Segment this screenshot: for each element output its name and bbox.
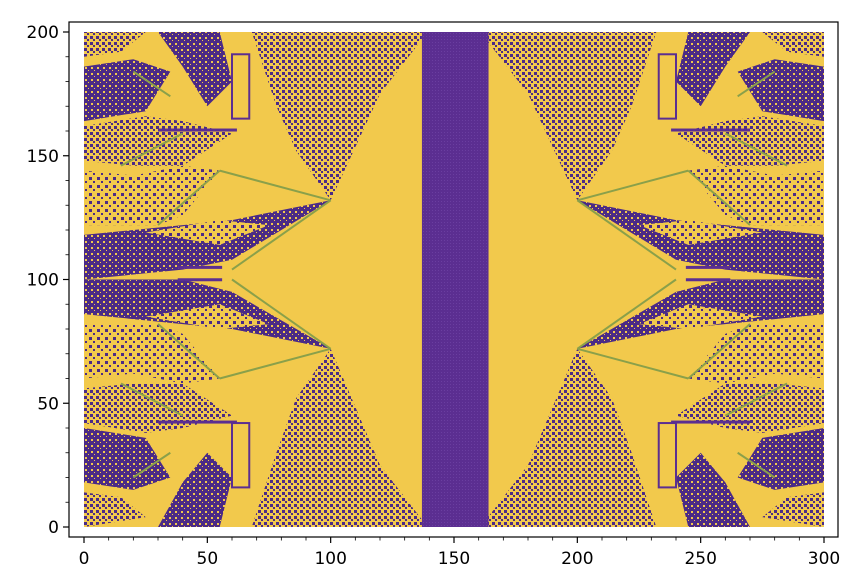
heatmap-region [676,383,824,433]
y-axis: 0 50 100 150 200 [27,23,69,538]
heatmap-region [158,452,232,527]
y-tick-label: 200 [27,23,59,43]
y-tick-label: 50 [37,394,59,414]
heatmap-stripe [158,128,237,132]
heatmap-region [486,348,657,527]
heatmap-region [84,428,171,490]
heatmap-boundary-line [157,323,221,380]
heatmap-boundary-line [219,169,331,202]
heatmap-region [676,32,750,107]
heatmap-boundary-line [687,169,751,226]
heatmap-boundary-line [231,278,332,350]
heatmap-uniform-band [421,32,489,527]
heatmap-boundary-line [132,451,171,479]
heatmap-region [145,304,269,329]
heatmap-region [639,304,763,329]
x-tick-label: 300 [808,549,840,569]
heatmap-region [158,32,232,107]
x-tick-label: 50 [197,549,219,569]
heatmap-boundary-line [737,451,776,479]
heatmap-boundary-line [577,169,689,202]
heatmap-region [676,452,750,527]
heatmap-boundary-line [724,132,788,167]
plot-area [84,32,824,527]
heatmap-diagonal-lines [120,53,788,489]
x-tick-label: 0 [79,549,90,569]
heatmap-stripe [177,278,223,282]
heatmap-boundary-line [120,132,184,167]
heatmap-boundary-line [231,199,332,271]
heatmap-stripe [671,128,750,132]
y-tick-label: 150 [27,147,59,167]
heatmap-boundary-line [576,278,677,350]
heatmap-region [145,220,269,245]
heatmap-boundary-line [219,347,331,380]
heatmap-texture-regions [84,32,824,527]
heatmap-stripe [158,420,237,424]
heatmap-boundary-line [577,347,689,380]
heatmap-stripe [671,420,750,424]
heatmap-stripe [231,53,251,120]
y-tick-label: 0 [48,518,59,538]
heatmap-region [84,32,146,57]
heatmap-stripe [657,53,678,120]
heatmap-boundary-line [737,70,776,98]
heatmap-region [737,428,824,490]
x-tick-label: 100 [314,549,346,569]
heatmap-region [84,324,220,384]
heatmap-region [486,32,657,201]
heatmap-stripe [657,422,678,489]
x-tick-label: 200 [561,549,593,569]
heatmap-boundary-line [132,70,171,98]
heatmap-stripe [685,265,731,269]
heatmap-region [762,32,824,57]
heatmap-region [688,324,824,384]
heatmap-region [251,348,422,527]
heatmap-region [688,165,824,226]
heatmap-region [251,32,422,201]
y-tick-label: 100 [27,271,59,291]
heatmap-stripe [685,278,731,282]
heatmap-region [84,165,220,226]
heatmap-boundary-line [120,382,184,417]
heatmap-boundary-line [687,323,751,380]
heatmap-region [639,220,763,245]
heatmap-boundary-line [724,382,788,417]
heatmap-region [762,492,824,527]
heatmap-region [84,492,146,527]
x-axis: 0 50 100 150 200 250 300 [79,537,840,569]
x-tick-label: 250 [684,549,716,569]
heatmap-boundary-line [576,199,677,271]
heatmap-stripe [231,422,251,489]
heatmap-stripe [177,265,223,269]
heatmap-boundary-line [157,169,221,226]
x-tick-label: 150 [438,549,470,569]
heatmap-region [84,59,171,122]
heatmap-region [737,59,824,122]
heatmap-region [84,383,232,433]
